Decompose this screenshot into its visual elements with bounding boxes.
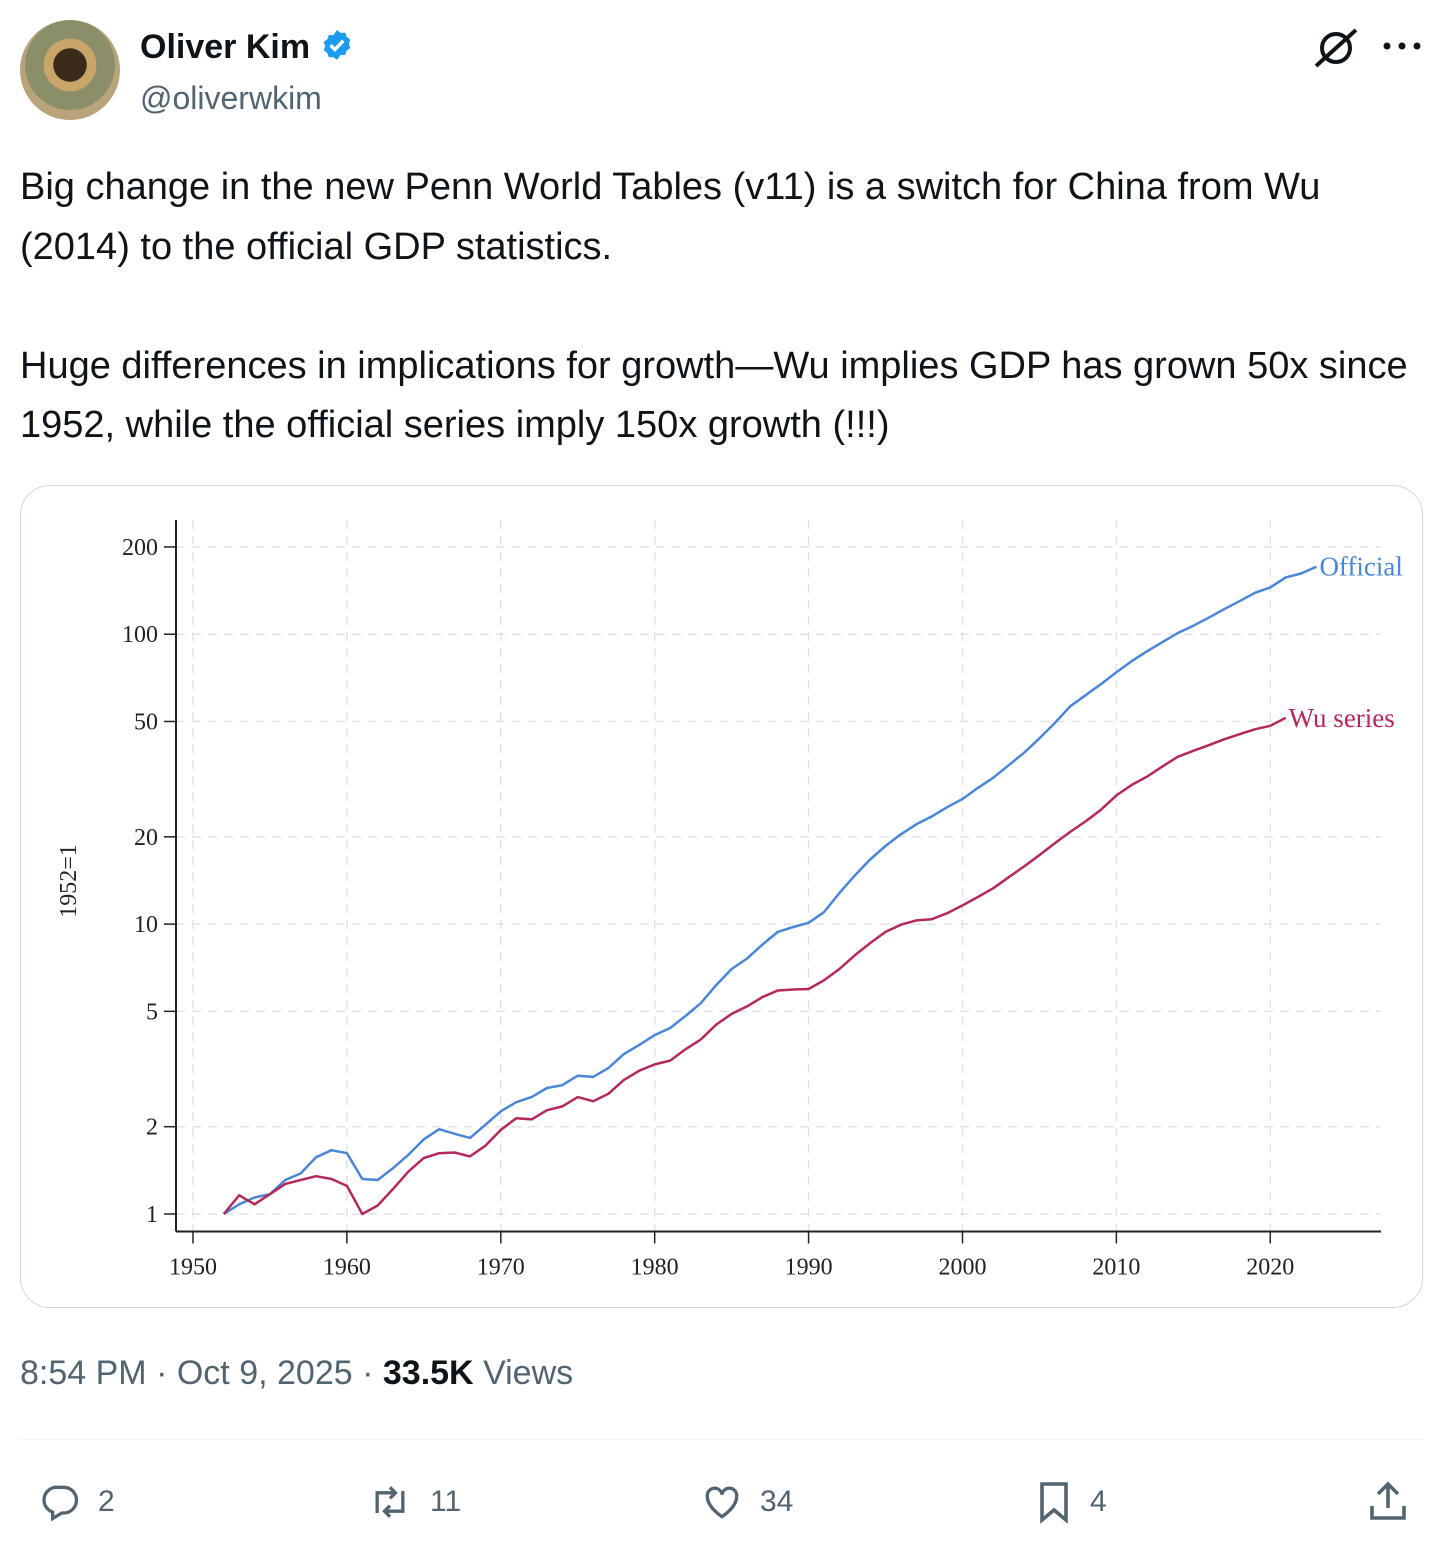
x-tick-label: 1990	[785, 1255, 833, 1281]
verified-badge	[323, 30, 350, 60]
share-icon[interactable]	[1364, 1478, 1412, 1526]
repost-button[interactable]: 11	[362, 1480, 461, 1524]
series-label: Wu series	[1289, 703, 1395, 733]
x-tick-label: 2010	[1092, 1255, 1140, 1281]
like-count: 34	[760, 1485, 794, 1518]
y-tick-label: 1	[146, 1202, 158, 1228]
tweet-meta: 8:54 PM · Oct 9, 2025 · 33.5K Views	[20, 1354, 573, 1393]
series-label: Official	[1319, 552, 1402, 582]
x-tick-label: 1950	[169, 1255, 217, 1281]
x-tick-label: 1970	[477, 1255, 525, 1281]
grok-icon[interactable]	[1312, 26, 1360, 70]
y-tick-label: 200	[122, 535, 158, 561]
reply-icon	[42, 1485, 79, 1522]
y-tick-label: 10	[134, 912, 158, 938]
like-button[interactable]: 34	[696, 1480, 793, 1524]
divider	[20, 1439, 1425, 1440]
author-name[interactable]: Oliver Kim	[140, 28, 354, 67]
chart: 1952=1 1 2 5 10 20 50 100 200 1950 1960 1970 1980 19…	[56, 520, 1403, 1281]
paragraph: Huge differences in implications for gro…	[20, 344, 1408, 447]
bookmark-count: 4	[1090, 1485, 1107, 1518]
date[interactable]: Oct 9, 2025	[176, 1354, 353, 1392]
like-icon	[705, 1486, 739, 1519]
y-tick-label: 20	[134, 825, 158, 851]
avatar[interactable]	[20, 20, 120, 120]
x-tick-label: 1980	[631, 1255, 679, 1281]
repost-count: 11	[430, 1485, 462, 1518]
y-tick-label: 50	[134, 709, 158, 735]
author-name-text[interactable]: Oliver Kim	[140, 28, 311, 66]
series-line	[222, 716, 1287, 1216]
bookmark-icon	[1040, 1482, 1068, 1524]
y-tick-label: 100	[122, 622, 158, 648]
y-axis-label: 1952=1	[56, 844, 82, 918]
x-tick-label: 2000	[938, 1255, 986, 1281]
reply-count: 2	[98, 1485, 115, 1518]
views-count: 33.5K	[382, 1354, 474, 1392]
more-icon[interactable]	[1382, 40, 1422, 52]
separator: ·	[156, 1354, 168, 1392]
author-handle[interactable]: @oliverwkim	[140, 80, 322, 116]
reply-button[interactable]: 2	[34, 1480, 115, 1524]
media-card[interactable]: 1952=1 1 2 5 10 20 50 100 200 1950 1960 1970 1980 19…	[20, 485, 1423, 1308]
tweet-text: Big change in the new Penn World Tables …	[20, 158, 1420, 515]
series-line	[223, 565, 1317, 1216]
bookmark-button[interactable]: 4	[1030, 1480, 1107, 1524]
paragraph: Big change in the new Penn World Tables …	[20, 166, 1321, 268]
y-tick-label: 2	[146, 1115, 158, 1141]
separator: ·	[362, 1354, 374, 1392]
x-tick-label: 2020	[1246, 1255, 1294, 1281]
views-label: Views	[483, 1354, 574, 1392]
time[interactable]: 8:54 PM	[20, 1354, 147, 1392]
repost-icon	[375, 1486, 405, 1518]
y-tick-label: 5	[146, 999, 158, 1025]
x-tick-label: 1960	[323, 1255, 371, 1281]
